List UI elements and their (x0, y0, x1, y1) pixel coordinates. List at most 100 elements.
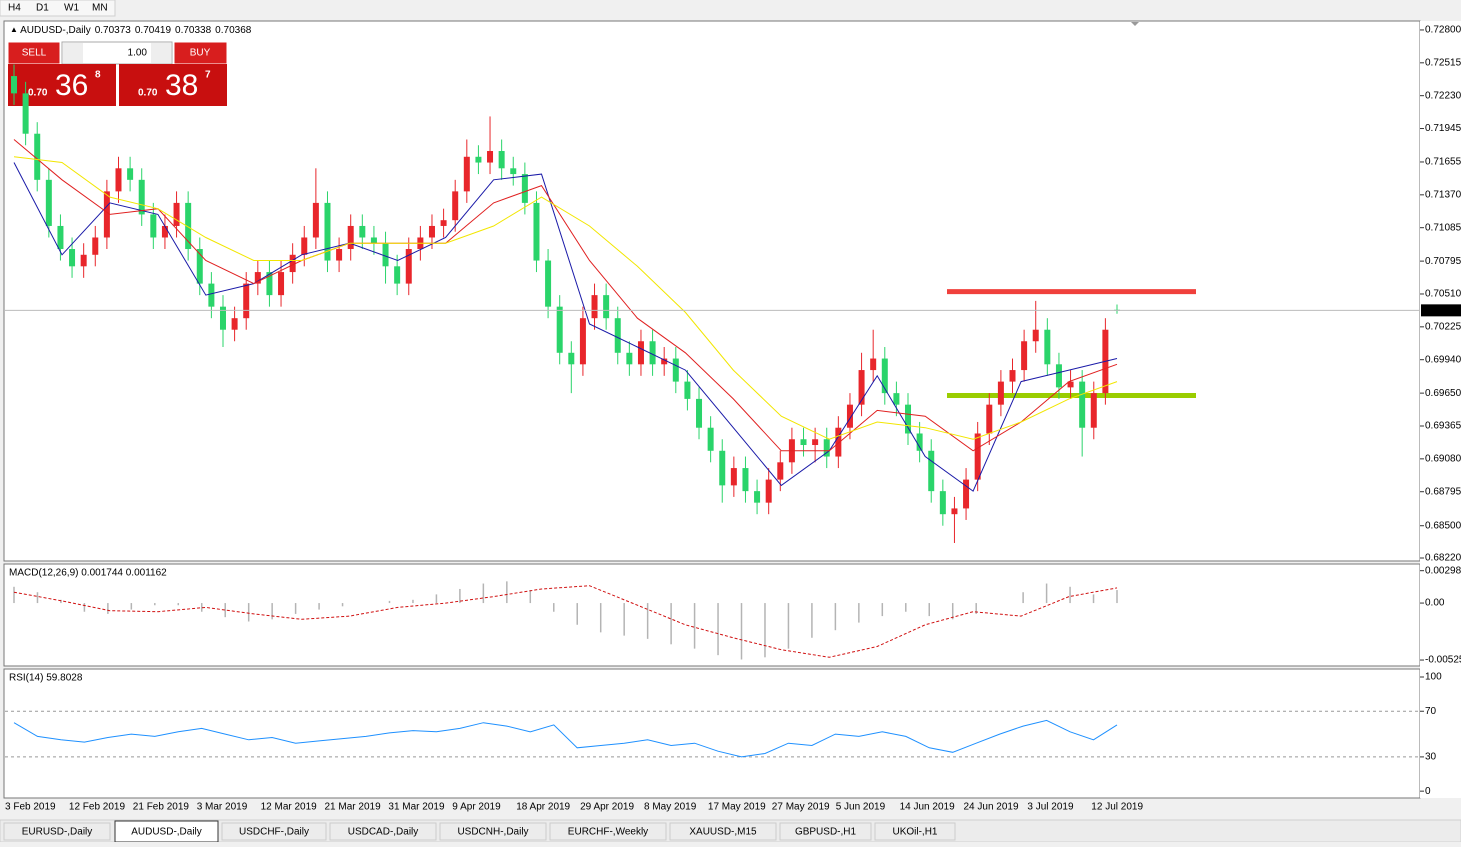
sell-small: 8 (95, 70, 101, 81)
buy-price[interactable] (119, 64, 227, 106)
y-tick-label: 0.71945 (1425, 123, 1461, 134)
y-tick-label: 0.70795 (1425, 256, 1461, 267)
candle-body (254, 272, 261, 284)
candle-body (1044, 329, 1051, 365)
tab[interactable] (221, 822, 327, 841)
candle-body (754, 491, 761, 503)
x-tick-label: 18 Apr 2019 (516, 802, 570, 813)
y-tick-label: 0.002984 (1425, 565, 1461, 576)
candle-body (951, 508, 958, 515)
lot-field[interactable] (61, 41, 173, 65)
candle-body (161, 225, 168, 238)
candle-body (231, 318, 238, 330)
candle-body (649, 341, 656, 365)
candle-body (835, 427, 842, 457)
candle-body (80, 254, 87, 267)
candle-body (45, 179, 52, 226)
candle-body (266, 272, 273, 296)
price-axis (1420, 21, 1461, 798)
candle-body (916, 433, 923, 451)
y-tick-label: 0.69365 (1425, 421, 1461, 432)
x-tick-label: 12 Jul 2019 (1091, 802, 1143, 813)
candle-body (336, 249, 343, 261)
tab-label: USDCHF-,Daily (239, 827, 309, 838)
candle-body (626, 352, 633, 365)
tab[interactable] (779, 822, 872, 841)
candle-body (707, 427, 714, 451)
buy-small: 7 (205, 70, 211, 81)
x-tick-label: 12 Feb 2019 (69, 802, 126, 813)
timeframe[interactable]: D1 (36, 3, 49, 14)
candle-body (219, 306, 226, 330)
tab-label: USDCNH-,Daily (457, 827, 528, 838)
candle-body (905, 404, 912, 434)
candle-body (278, 272, 285, 296)
candle-body (69, 249, 76, 267)
candle-body (637, 341, 644, 365)
indicator-line (13, 585, 1118, 658)
indicator-line (13, 139, 1118, 452)
candle-body (591, 295, 598, 319)
tab[interactable] (874, 822, 956, 841)
candle-body (510, 168, 517, 175)
candle-body (730, 468, 737, 486)
y-tick-label: 0.68500 (1425, 520, 1461, 531)
x-tick-label: 24 Jun 2019 (964, 802, 1019, 813)
y-tick-label: 0.68795 (1425, 486, 1461, 497)
candle-body (347, 225, 354, 250)
candle-body (487, 151, 494, 163)
candle-body (823, 439, 830, 457)
candle-body (672, 358, 679, 382)
trade-panel: SELL 1.00 BUY 0.70 36 8 0.70 38 7 (7, 41, 228, 106)
high: 0.70419 (135, 25, 172, 36)
x-tick-label: 5 Jun 2019 (836, 802, 886, 813)
candle-body (289, 254, 296, 273)
candle-body (312, 202, 319, 238)
y-tick-label: 0.69650 (1425, 388, 1461, 399)
candle-body (1090, 393, 1097, 428)
timeframe[interactable]: MN (92, 3, 108, 14)
candle-body (405, 249, 412, 284)
tab[interactable] (3, 822, 111, 841)
candle-body (452, 191, 459, 221)
candle-body (394, 266, 401, 284)
macd-pane (3, 563, 1421, 667)
y-tick-label: 0.69080 (1425, 453, 1461, 464)
candle-body (428, 225, 435, 238)
y-tick-label: -0.005250 (1425, 655, 1461, 666)
candle-body (974, 433, 981, 480)
candle-body (893, 393, 900, 405)
x-tick-label: 17 May 2019 (708, 802, 766, 813)
timeframe[interactable]: H4 (8, 3, 21, 14)
tab-label: GBPUSD-,H1 (795, 827, 857, 838)
tab[interactable] (329, 822, 437, 841)
candle-body (777, 462, 784, 480)
candle-body (556, 306, 563, 353)
tab[interactable] (549, 822, 667, 841)
candle-body (243, 283, 250, 319)
lot-down[interactable] (63, 43, 83, 63)
candle-body (208, 283, 215, 307)
candle-body (103, 191, 110, 238)
indicator-line (13, 156, 1118, 440)
sell-label: SELL (22, 48, 47, 59)
bid-label: 0.70368 (1424, 305, 1461, 316)
x-tick-label: 21 Feb 2019 (133, 802, 190, 813)
candle-body (475, 156, 482, 163)
tab[interactable] (439, 822, 547, 841)
candle-body (1009, 370, 1016, 382)
candle-body (359, 225, 366, 238)
candle-body (382, 243, 389, 267)
candle-body (812, 439, 819, 446)
candle-body (533, 202, 540, 261)
candle-body (765, 479, 772, 503)
candle-body (11, 76, 17, 94)
lot-up[interactable] (151, 43, 171, 63)
candle-body (603, 295, 610, 319)
x-tick-label: 14 Jun 2019 (900, 802, 955, 813)
candle-body (521, 174, 528, 203)
buy-big: 38 (165, 69, 198, 102)
tab[interactable] (669, 822, 777, 841)
x-tick-label: 3 Mar 2019 (197, 802, 248, 813)
timeframe[interactable]: W1 (64, 3, 79, 14)
